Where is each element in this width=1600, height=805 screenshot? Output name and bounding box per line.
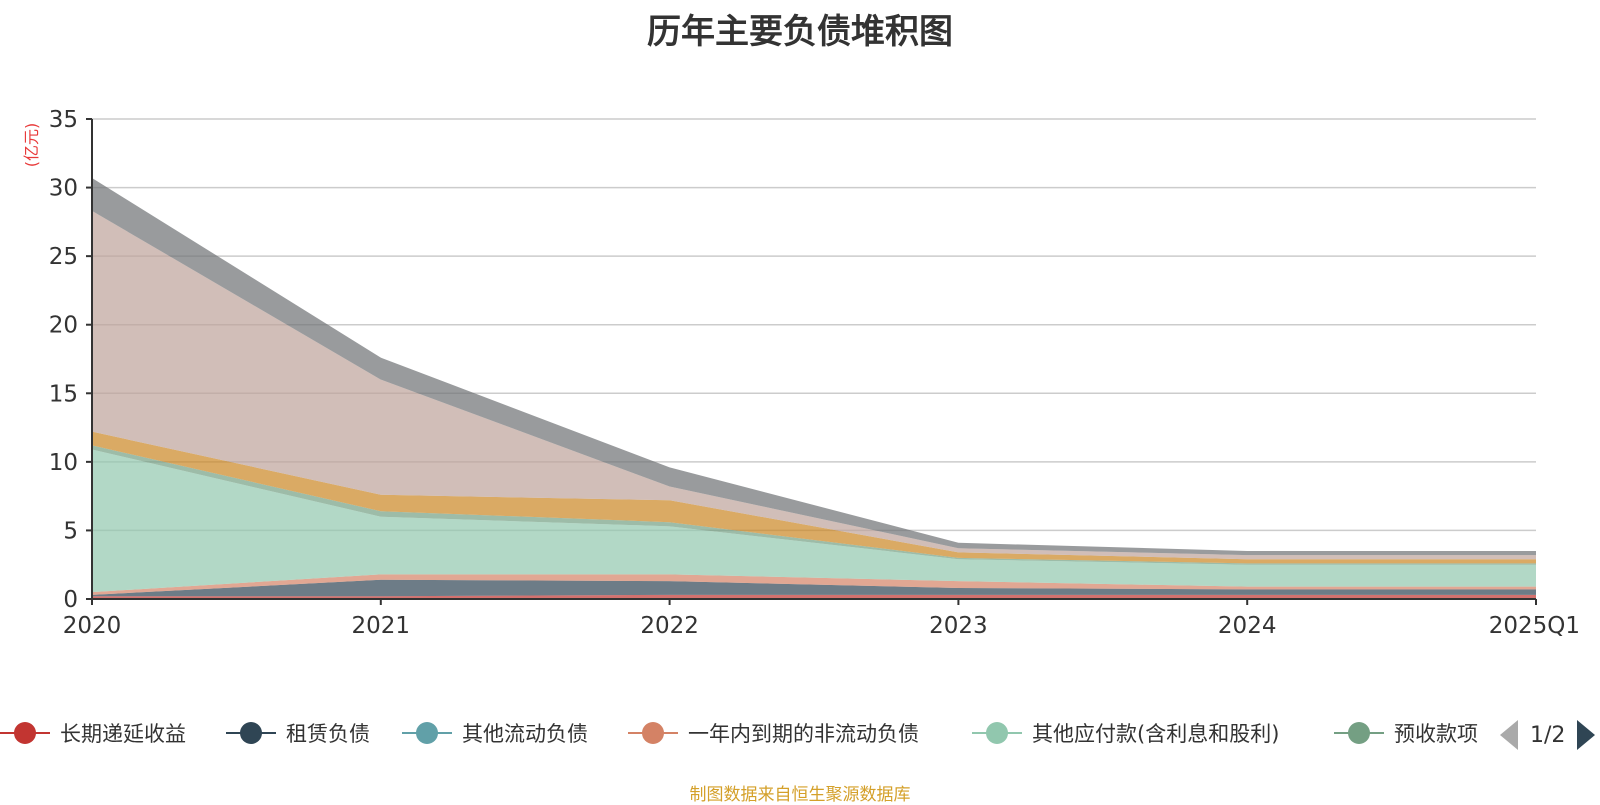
- legend-prev-page-icon[interactable]: [1500, 720, 1518, 750]
- y-axis-tick-label: 10: [49, 450, 78, 476]
- area-series-2: [92, 579, 1536, 597]
- y-axis-tick-label: 35: [49, 107, 78, 133]
- area-series-4: [92, 574, 1536, 595]
- legend-label: 长期递延收益: [60, 722, 186, 746]
- x-axis-tick-label: 2024: [1218, 613, 1277, 639]
- legend-symbol-icon: [0, 718, 50, 748]
- legend-symbol-icon: [972, 718, 1022, 748]
- y-axis-tick-label: 0: [63, 587, 78, 613]
- legend-item[interactable]: 一年内到期的非流动负债: [628, 718, 919, 748]
- y-axis-tick-label: 20: [49, 313, 78, 339]
- x-axis-tick-label: 2021: [352, 613, 411, 639]
- legend-next-page-icon[interactable]: [1577, 720, 1596, 750]
- y-axis-tick-label: 15: [49, 381, 78, 407]
- chart-title: 历年主要负债堆积图: [647, 12, 953, 52]
- legend-item[interactable]: 长期递延收益: [0, 718, 186, 748]
- legend-item[interactable]: 预收款项: [1334, 718, 1478, 748]
- legend-page-indicator: 1/2: [1530, 722, 1566, 748]
- legend-items: 长期递延收益 租赁负债 其他流动负债 一年内到期的非流动负债 其他应付款(含利息和股利)…: [0, 718, 1482, 752]
- legend-label: 其他应付款(含利息和股利): [1032, 722, 1280, 746]
- y-axis-unit-label: (亿元): [22, 123, 41, 168]
- area-series-7: [92, 431, 1536, 564]
- x-axis-tick-label: 2025Q1: [1489, 613, 1580, 639]
- legend-label: 其他流动负债: [462, 722, 588, 746]
- y-axis-tick-label: 5: [63, 518, 78, 544]
- y-axis-tick-label: 30: [49, 176, 78, 202]
- area-series-1: [92, 594, 1536, 599]
- x-axis-tick-label: 2022: [640, 613, 699, 639]
- legend-symbol-icon: [402, 718, 452, 748]
- legend-label: 预收款项: [1394, 722, 1478, 746]
- legend-pager: 1/2: [1500, 718, 1596, 752]
- source-note: 制图数据来自恒生聚源数据库: [689, 785, 911, 805]
- area-series-9: [92, 177, 1536, 556]
- area-series-6: [92, 445, 1536, 565]
- legend: 长期递延收益 租赁负债 其他流动负债 一年内到期的非流动负债 其他应付款(含利息和股利)…: [0, 718, 1600, 758]
- legend-symbol-icon: [628, 718, 678, 748]
- area-series-5: [92, 449, 1536, 593]
- area-series: [92, 177, 1536, 599]
- legend-symbol-icon: [1334, 718, 1384, 748]
- legend-item[interactable]: 租赁负债: [226, 718, 370, 748]
- axes: 0 5 10 15 20 25 30 35 2020 2021 2022 2023 2024 2025Q1: [49, 107, 1580, 639]
- legend-symbol-icon: [226, 718, 276, 748]
- x-axis-tick-label: 2023: [929, 613, 988, 639]
- area-series-8: [92, 210, 1536, 560]
- y-axis-tick-label: 25: [49, 244, 78, 270]
- x-axis-tick-label: 2020: [63, 613, 122, 639]
- legend-label: 租赁负债: [286, 722, 370, 746]
- legend-item[interactable]: 其他流动负债: [402, 718, 588, 748]
- legend-item[interactable]: 其他应付款(含利息和股利): [972, 718, 1279, 748]
- legend-label: 一年内到期的非流动负债: [688, 722, 919, 746]
